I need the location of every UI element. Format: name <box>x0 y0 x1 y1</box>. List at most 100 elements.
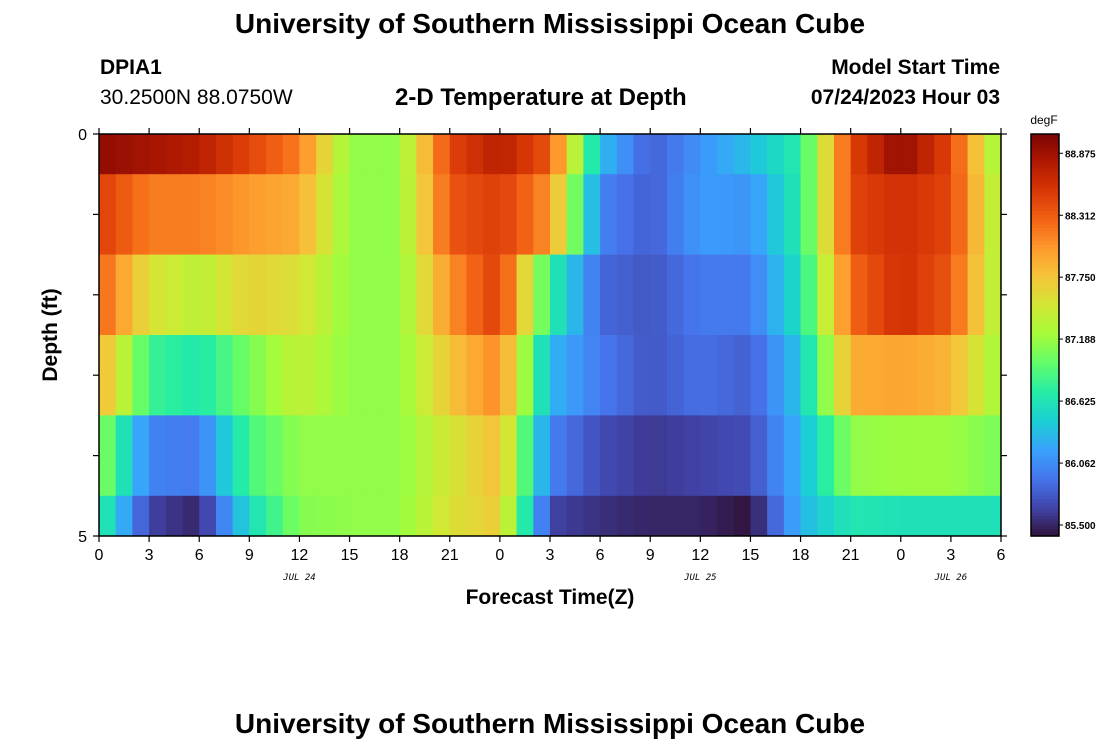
heatmap-cell <box>516 335 534 416</box>
x-tick-label: 15 <box>341 547 359 564</box>
heatmap-cell <box>332 174 351 255</box>
heatmap-cell <box>215 174 234 255</box>
heatmap-cell <box>800 335 818 416</box>
heatmap-cell <box>867 254 885 336</box>
heatmap-cell <box>115 415 133 497</box>
heatmap-cell <box>399 495 417 537</box>
x-tick-label: 0 <box>95 547 104 564</box>
colorbar-segment <box>1031 348 1059 353</box>
heatmap-cell <box>433 495 451 537</box>
heatmap-cell <box>833 335 852 416</box>
colorbar-segment <box>1031 247 1059 252</box>
heatmap-cell <box>533 335 551 416</box>
heatmap-cell <box>783 254 802 336</box>
heatmap-cell <box>900 254 919 336</box>
heatmap-cell <box>282 415 301 497</box>
heatmap-cell <box>266 134 284 175</box>
heatmap-cell <box>917 174 935 255</box>
heatmap-cell <box>650 415 668 497</box>
heatmap-cell <box>366 495 384 537</box>
colorbar-segment <box>1031 204 1059 209</box>
colorbar-segment <box>1031 448 1059 453</box>
heatmap-cell <box>934 134 952 175</box>
colorbar-segment <box>1031 140 1059 145</box>
heatmap-cell <box>767 335 785 416</box>
heatmap-cell <box>750 134 768 175</box>
heatmap-cell <box>215 254 234 336</box>
heatmap-cell <box>583 415 601 497</box>
heatmap-cell <box>149 415 167 497</box>
heatmap-cell <box>382 495 401 537</box>
colorbar-segment <box>1031 485 1059 490</box>
heatmap-cell <box>616 495 635 537</box>
x-date-label: JUL 26 <box>934 573 968 583</box>
heatmap-cell <box>616 335 635 416</box>
heatmap-cell <box>149 335 167 416</box>
heatmap-cell <box>366 335 384 416</box>
colorbar-segment <box>1031 345 1059 349</box>
colorbar-segment <box>1031 271 1059 276</box>
x-date-label: JUL 24 <box>282 573 316 583</box>
colorbar-segment <box>1031 261 1059 266</box>
heatmap-cell <box>115 254 133 336</box>
heatmap-cell <box>666 174 685 255</box>
heatmap-cell <box>433 134 451 175</box>
heatmap-cell <box>215 134 234 175</box>
x-tick-label: 9 <box>245 547 254 564</box>
heatmap-cell <box>115 335 133 416</box>
heatmap-cell <box>600 174 618 255</box>
heatmap-cells <box>99 134 1002 537</box>
heatmap-cell <box>232 254 250 336</box>
heatmap-cell <box>950 174 969 255</box>
heatmap-cell <box>483 335 501 416</box>
heatmap-cell <box>800 254 818 336</box>
colorbar-segment <box>1031 428 1059 433</box>
colorbar-segment <box>1031 284 1059 289</box>
heatmap-cell <box>215 335 234 416</box>
colorbar-segment <box>1031 177 1059 182</box>
heatmap-cell <box>349 134 367 175</box>
colorbar-segment <box>1031 314 1059 319</box>
colorbar-segment <box>1031 157 1059 162</box>
heatmap-cell <box>583 335 601 416</box>
heatmap-cell <box>349 495 367 537</box>
heatmap-cell <box>633 254 651 336</box>
heatmap-cell <box>550 134 568 175</box>
heatmap-cell <box>433 415 451 497</box>
y-tick-label: 5 <box>78 529 87 546</box>
colorbar-segment <box>1031 301 1059 306</box>
heatmap-cell <box>733 254 752 336</box>
heatmap-cell <box>533 495 551 537</box>
heatmap-cell <box>950 415 969 497</box>
heatmap-cell <box>349 335 367 416</box>
colorbar-segment <box>1031 388 1059 393</box>
heatmap-cell <box>499 335 518 416</box>
colorbar-segment <box>1031 257 1059 262</box>
heatmap-cell <box>817 495 835 537</box>
heatmap-cell <box>99 415 117 497</box>
colorbar-segment <box>1031 381 1059 386</box>
colorbar-unit: degF <box>1030 113 1057 127</box>
heatmap-cell <box>717 174 735 255</box>
colorbar-segment <box>1031 512 1059 517</box>
heatmap-cell <box>483 134 501 175</box>
heatmap-cell <box>884 415 902 497</box>
colorbar-segment <box>1031 264 1059 269</box>
heatmap-cell <box>666 254 685 336</box>
heatmap-cell <box>683 134 701 175</box>
heatmap-cell <box>633 134 651 175</box>
colorbar-tick-label: 87.750 <box>1065 273 1096 284</box>
heatmap-cell <box>967 495 985 537</box>
heatmap-cell <box>499 495 518 537</box>
colorbar-tick-label: 86.625 <box>1065 397 1096 408</box>
colorbar-segment <box>1031 207 1059 212</box>
heatmap-cell <box>750 174 768 255</box>
heatmap-cell <box>165 335 184 416</box>
heatmap-cell <box>316 254 334 336</box>
heatmap-cell <box>750 495 768 537</box>
heatmap-cell <box>115 174 133 255</box>
x-tick-label: 0 <box>495 547 504 564</box>
heatmap-cell <box>700 495 718 537</box>
heatmap-cell <box>132 415 150 497</box>
heatmap-cell <box>332 495 351 537</box>
